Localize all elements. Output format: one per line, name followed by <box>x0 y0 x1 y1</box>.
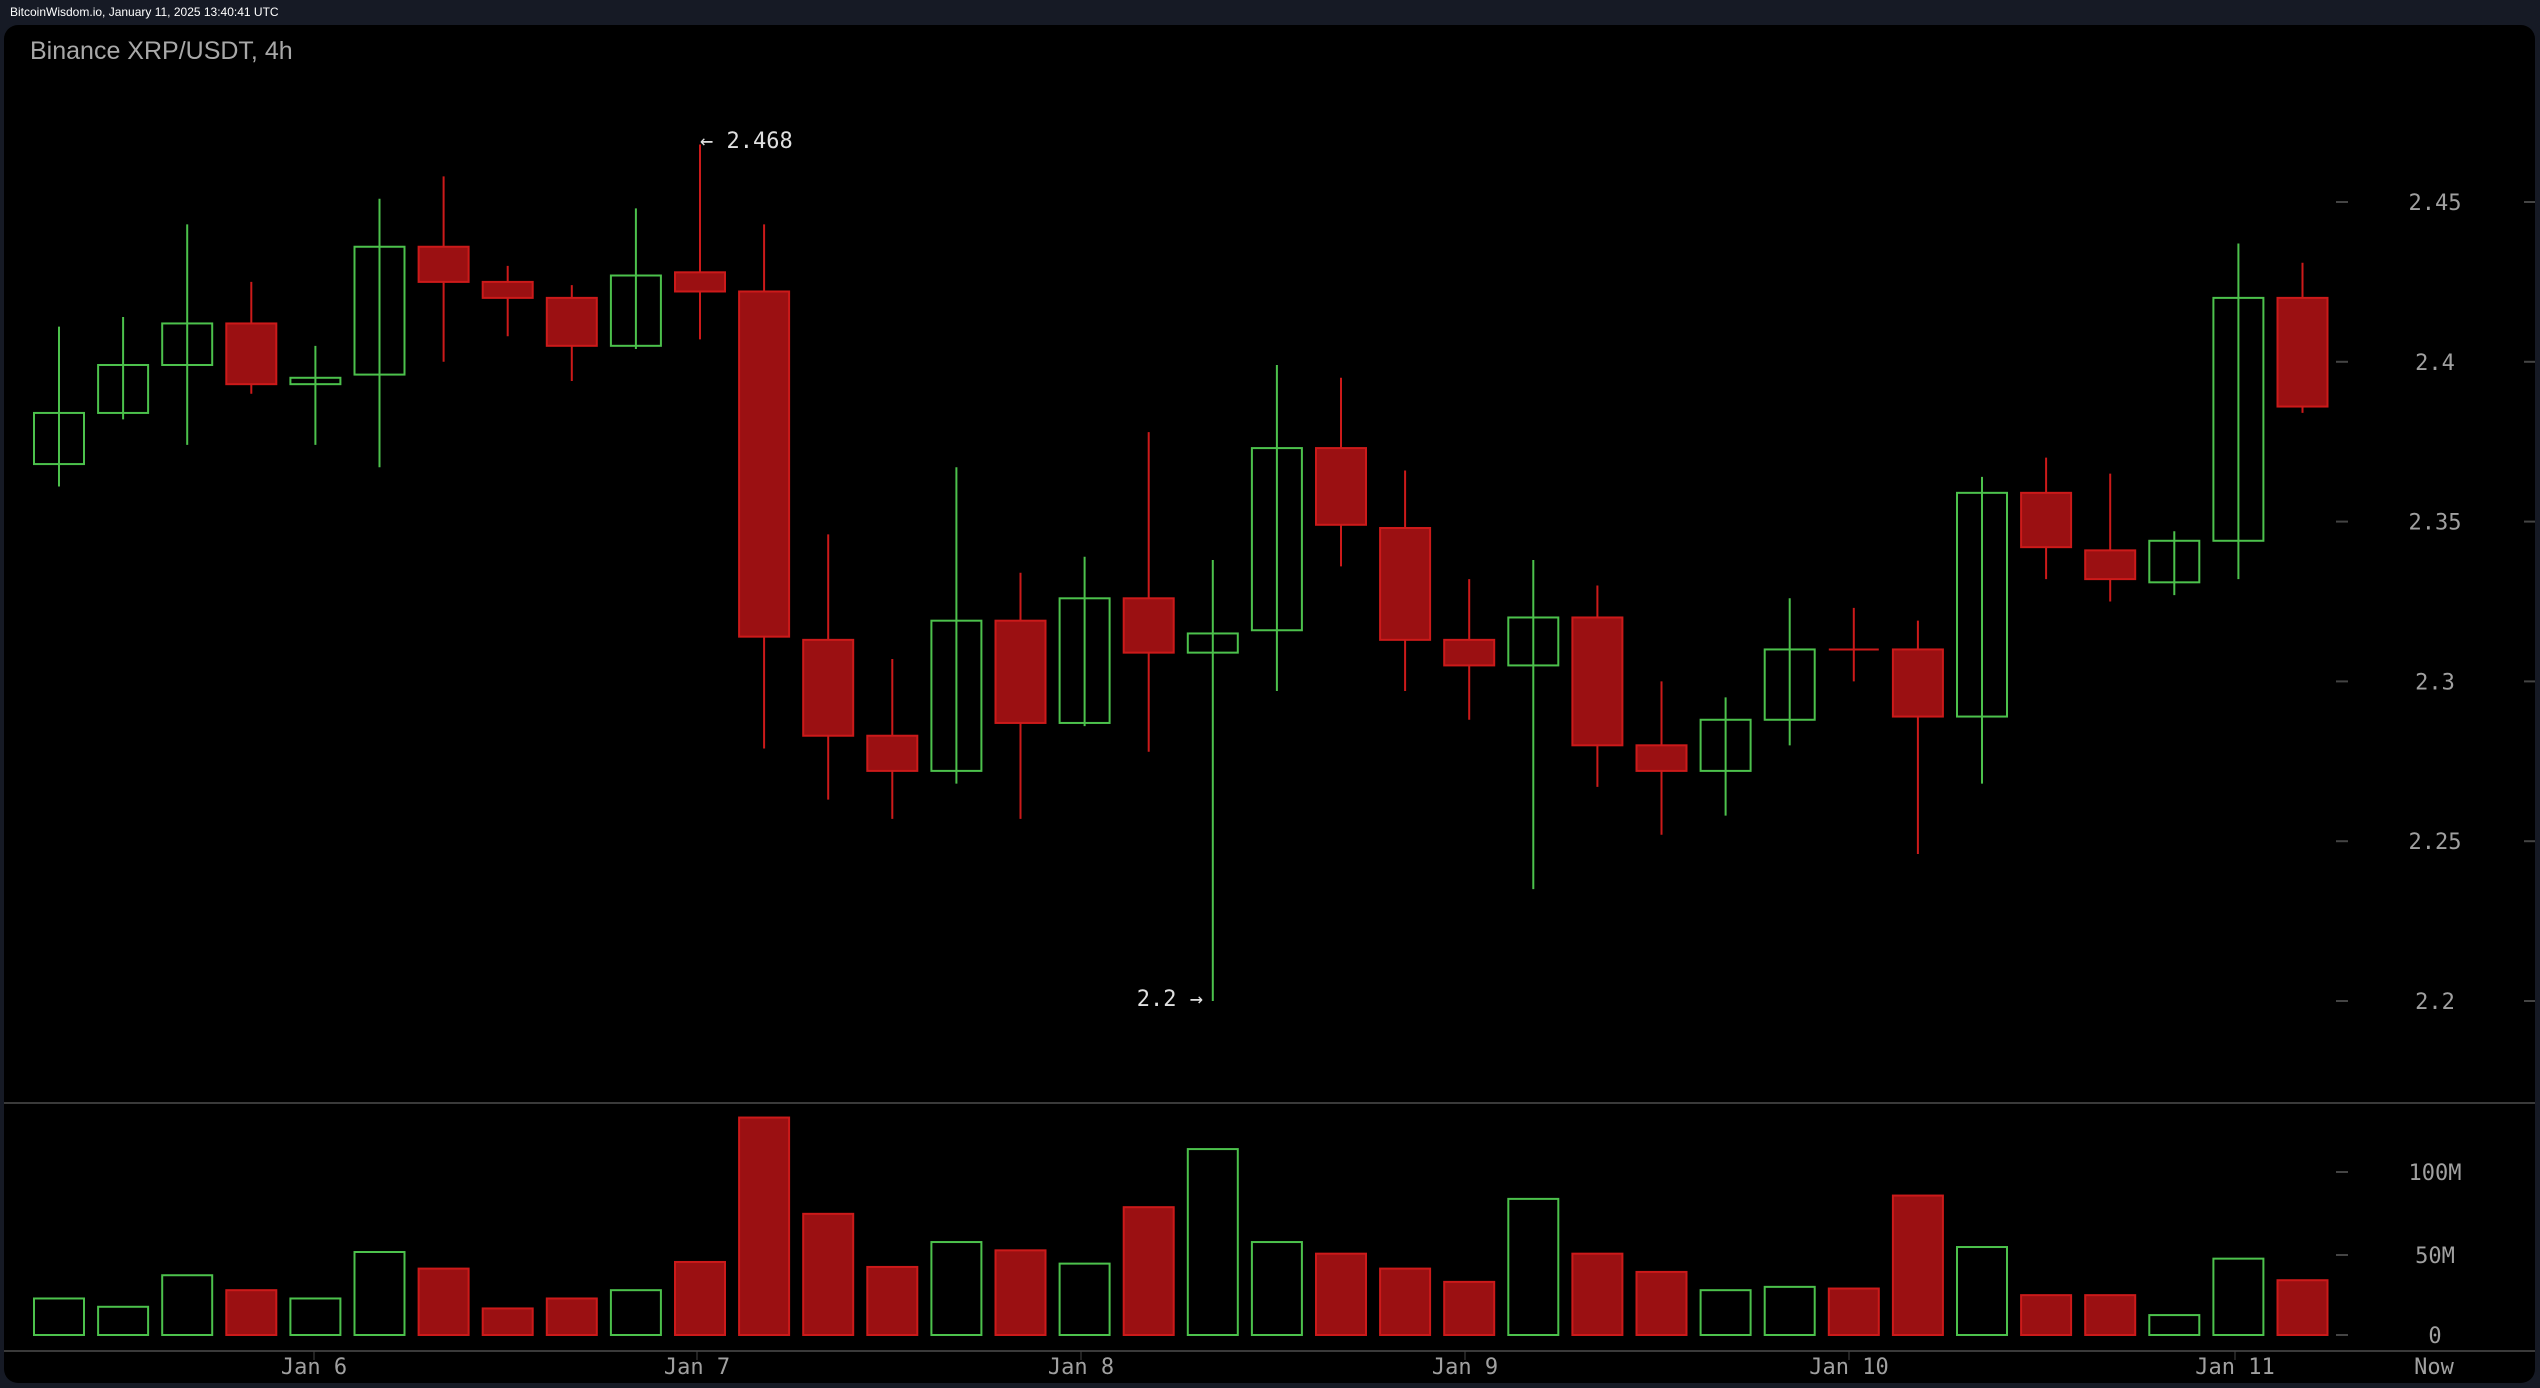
volume-bar-down <box>2020 1294 2073 1337</box>
candle-body-up <box>33 411 85 466</box>
price-tick-label: 2.45 <box>2409 191 2462 216</box>
volume-bar-down <box>674 1260 726 1336</box>
date-label: Now <box>2414 1355 2454 1380</box>
volume-bar-down <box>994 1249 1047 1336</box>
volume-bar-up <box>33 1297 85 1336</box>
candle-body-down <box>481 280 534 299</box>
volume-bar-down <box>545 1297 598 1336</box>
volume-bar-up <box>1507 1197 1560 1336</box>
price-tick-label: 2.25 <box>2409 830 2462 855</box>
date-label: Jan 11 <box>2195 1355 2274 1380</box>
volume-bar-up <box>161 1274 214 1336</box>
volume-bar-down <box>1891 1194 1944 1337</box>
date-label: Jan 8 <box>1048 1355 1114 1380</box>
candle-body-down <box>866 734 919 772</box>
date-label: Jan 9 <box>1432 1355 1498 1380</box>
candle-body-up <box>161 322 214 366</box>
candle-body-down <box>417 245 470 283</box>
candle-body-down <box>1379 526 1432 641</box>
source-timestamp: BitcoinWisdom.io, January 11, 2025 13:40… <box>10 5 279 19</box>
low-annotation: 2.2 → <box>1137 987 1203 1012</box>
volume-bar-up <box>1186 1148 1239 1336</box>
volume-bar-down <box>1122 1206 1175 1337</box>
candle-body-up <box>1699 718 1752 772</box>
volume-bar-up <box>1956 1246 2008 1337</box>
candle-body-down <box>545 296 598 347</box>
candle-body-down <box>994 619 1047 724</box>
price-tick-label: 2.4 <box>2415 351 2455 376</box>
volume-bar-down <box>1571 1252 1624 1337</box>
price-tick-label: 2.2 <box>2415 990 2455 1015</box>
candle-body-down <box>674 271 726 293</box>
candle-body-down <box>1891 648 1944 718</box>
volume-bar-down <box>1315 1252 1367 1337</box>
volume-bar-up <box>1699 1289 1752 1337</box>
candle-body-up <box>2212 296 2265 542</box>
date-label: Jan 7 <box>664 1355 730 1380</box>
candle-body-down <box>1315 447 1367 526</box>
chart-title: Binance XRP/USDT, 4h <box>30 37 293 65</box>
volume-tick-label: 50M <box>2415 1244 2455 1269</box>
candle-body-up <box>2148 539 2201 584</box>
candle-body-up <box>289 376 342 386</box>
candle-body-up <box>1058 597 1111 724</box>
volume-bar-up <box>2148 1314 2201 1336</box>
candle-body-down <box>2084 549 2137 581</box>
volume-bar-up <box>1763 1285 1816 1336</box>
volume-bar-down <box>1827 1287 1880 1337</box>
candle-body-up <box>97 363 150 414</box>
volume-bar-up <box>1250 1241 1303 1337</box>
volume-bar-down <box>481 1307 534 1336</box>
candle-body-up <box>1956 491 2008 718</box>
volume-bar-down <box>1379 1267 1432 1336</box>
candle-body-up <box>930 619 983 772</box>
candle-body-down <box>1635 744 1688 772</box>
candle-body-down <box>225 322 278 386</box>
candle-body-up <box>1250 447 1303 632</box>
volume-bar-down <box>1635 1270 1688 1337</box>
volume-bar-down <box>2084 1294 2137 1337</box>
volume-bar-up <box>97 1305 150 1337</box>
volume-bar-down <box>866 1265 919 1336</box>
chart-panel: Binance XRP/USDT, 4h 2.45 2.4 2.35 2.3 2.25 2… <box>4 25 2535 1383</box>
volume-bar-up <box>609 1289 662 1337</box>
volume-bar-down <box>2276 1279 2329 1336</box>
volume-bar-up <box>289 1297 342 1336</box>
candle-body-down <box>1122 597 1175 654</box>
candle-body-down <box>2020 491 2073 549</box>
candle-body-down <box>1571 616 1624 747</box>
volume-bar-up <box>353 1251 406 1336</box>
volume-bar-down <box>738 1116 791 1337</box>
volume-bar-up <box>2212 1257 2265 1337</box>
date-label: Jan 6 <box>281 1355 347 1380</box>
candle-body-up <box>353 245 406 376</box>
candle-body-up <box>1186 632 1239 654</box>
candle-body-down <box>2276 296 2329 408</box>
candle-body-down <box>738 290 791 638</box>
candle-body-down <box>802 638 855 737</box>
candle-body-down <box>1443 638 1496 667</box>
candlestick-chart: 2.45 2.4 2.35 2.3 2.25 2.2 100M 50M 0 ← 2.468 2.2 … <box>4 129 2535 1380</box>
top-bar: BitcoinWisdom.io, January 11, 2025 13:40… <box>0 0 2540 25</box>
date-label: Jan 10 <box>1809 1355 1888 1380</box>
candle-body-up <box>1763 648 1816 721</box>
price-tick-label: 2.35 <box>2409 511 2462 536</box>
candle-body-up <box>609 274 662 347</box>
volume-bar-down <box>225 1289 278 1337</box>
volume-bar-up <box>930 1241 983 1337</box>
volume-bar-down <box>1443 1280 1496 1337</box>
volume-bar-up <box>1058 1262 1111 1336</box>
price-tick-label: 2.3 <box>2415 670 2455 695</box>
candle-body-up <box>1507 616 1560 667</box>
volume-bar-down <box>802 1212 855 1336</box>
volume-tick-label: 0 <box>2428 1324 2441 1349</box>
volume-tick-label: 100M <box>2409 1161 2462 1186</box>
volume-bar-down <box>417 1267 470 1336</box>
high-annotation: ← 2.468 <box>700 129 793 154</box>
